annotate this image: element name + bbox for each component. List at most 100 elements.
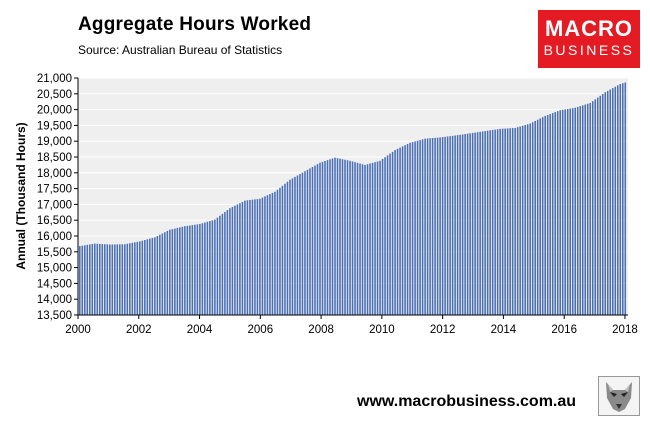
bar	[541, 117, 544, 316]
bar	[436, 137, 439, 315]
bar	[94, 243, 96, 315]
bar	[331, 158, 334, 315]
bar-series	[79, 82, 627, 316]
bar	[561, 109, 564, 315]
y-tick-label: 18,000	[37, 168, 72, 180]
bar	[551, 113, 554, 315]
bar	[366, 164, 369, 315]
y-tick-label: 21,000	[37, 73, 72, 85]
bar	[294, 176, 296, 315]
bar	[534, 120, 536, 315]
bar	[444, 136, 446, 315]
bar	[274, 191, 276, 315]
bar	[376, 161, 379, 315]
bar	[349, 160, 351, 315]
bar	[181, 226, 184, 315]
y-tick-label: 14,000	[37, 294, 72, 306]
bar	[164, 232, 166, 315]
y-tick-label: 18,500	[37, 152, 72, 164]
bar	[199, 223, 201, 315]
bar	[166, 230, 169, 315]
bar	[346, 160, 349, 315]
x-tick-label: 2018	[612, 324, 638, 336]
bar	[504, 128, 506, 315]
bar	[464, 134, 466, 315]
bar	[429, 138, 431, 315]
bar	[216, 217, 219, 315]
bar	[476, 132, 479, 315]
bar	[339, 158, 341, 315]
bar	[611, 88, 614, 315]
bar	[234, 205, 236, 315]
y-tick-label: 17,500	[37, 184, 72, 196]
bar	[284, 183, 286, 315]
macrobusiness-logo: MACRO BUSINESS	[538, 10, 640, 68]
bar	[456, 135, 459, 315]
bar	[241, 201, 244, 315]
bar	[394, 150, 396, 315]
bar	[316, 164, 319, 315]
bar	[484, 131, 486, 315]
bar	[239, 203, 241, 315]
bar	[374, 162, 376, 315]
bar	[589, 102, 592, 316]
bar	[414, 141, 416, 315]
y-tick-label: 15,500	[37, 247, 72, 259]
bar	[159, 234, 161, 315]
bar	[584, 104, 587, 315]
bar	[496, 129, 499, 315]
bar	[279, 187, 281, 315]
y-tick-label: 13,500	[37, 310, 72, 322]
footer-url[interactable]: www.macrobusiness.com.au	[357, 393, 577, 410]
chart-title: Aggregate Hours Worked	[78, 14, 312, 35]
bar	[269, 194, 271, 315]
bar	[624, 82, 627, 315]
bar	[291, 178, 294, 315]
bar	[341, 159, 344, 315]
bar	[474, 132, 476, 315]
bar	[399, 147, 401, 315]
bar	[499, 128, 501, 315]
bar	[531, 122, 534, 316]
bar	[179, 227, 181, 315]
bar	[599, 95, 602, 315]
bar	[566, 108, 569, 315]
bar	[146, 239, 149, 315]
bar	[421, 139, 424, 315]
bar	[506, 128, 509, 315]
bar	[516, 127, 519, 315]
bar	[461, 134, 464, 315]
bar	[424, 138, 426, 315]
bar	[194, 224, 196, 315]
bar	[471, 132, 474, 315]
bar	[136, 241, 139, 315]
x-tick-label: 2014	[491, 324, 517, 336]
bar	[91, 244, 94, 315]
bar	[329, 159, 331, 315]
x-tick-label: 2000	[65, 324, 91, 336]
bar	[619, 84, 622, 315]
bar	[361, 164, 364, 315]
bar	[389, 153, 391, 315]
bar	[494, 129, 496, 315]
x-tick-label: 2004	[187, 324, 213, 336]
bar	[126, 243, 129, 315]
bar	[606, 90, 609, 315]
y-tick-label: 20,000	[37, 105, 72, 117]
bar	[214, 219, 216, 315]
bar	[171, 229, 174, 315]
bar	[351, 161, 354, 315]
bar	[559, 110, 561, 315]
bar	[489, 130, 491, 315]
bar	[124, 244, 126, 315]
bar	[614, 86, 617, 316]
bar	[486, 130, 489, 315]
bar	[354, 162, 356, 315]
bar	[89, 244, 91, 315]
bar	[114, 244, 116, 315]
bar	[411, 142, 414, 315]
bar	[264, 196, 266, 315]
bar	[359, 163, 361, 315]
y-tick-label: 16,000	[37, 231, 72, 243]
